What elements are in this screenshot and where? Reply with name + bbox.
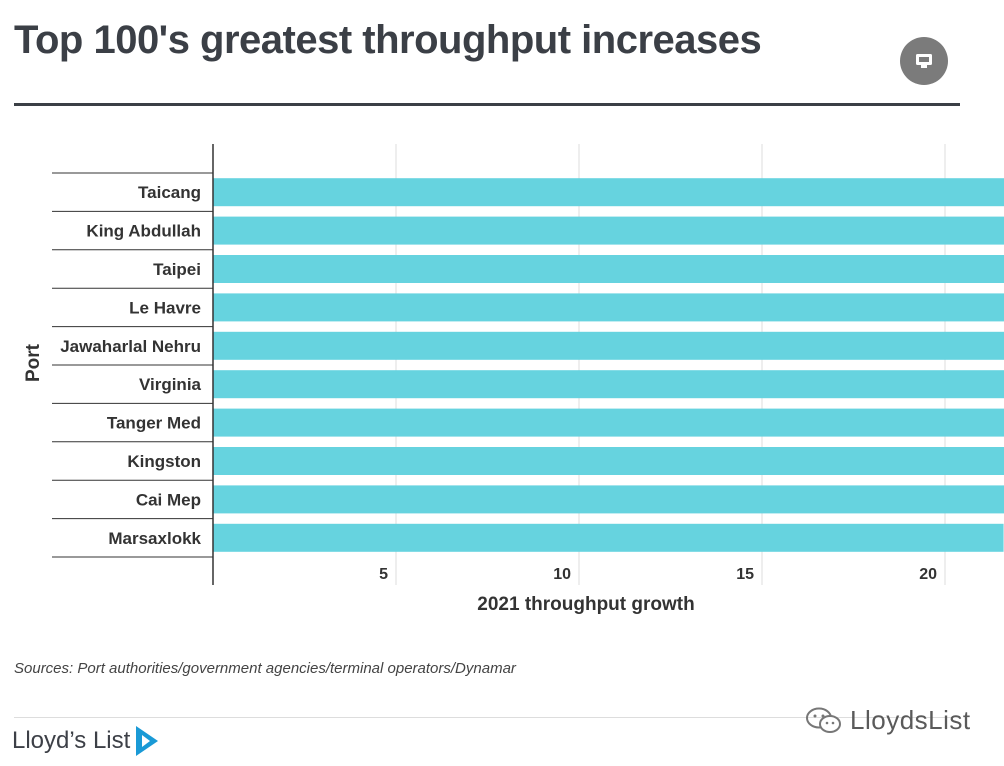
source-note: Sources: Port authorities/government age… xyxy=(14,660,516,677)
x-tick-label: 5 xyxy=(379,566,388,583)
x-axis-title: 2021 throughput growth xyxy=(477,594,694,615)
bar xyxy=(213,370,1004,399)
lloyds-list-logo[interactable]: Lloyd’s List xyxy=(12,724,162,758)
logo-arrow-icon xyxy=(136,726,159,756)
category-label: Kingston xyxy=(127,452,201,471)
bar xyxy=(213,331,1004,360)
x-tick-label: 20 xyxy=(919,566,937,583)
bar xyxy=(213,216,1004,245)
category-label: Taipei xyxy=(153,260,201,279)
wechat-watermark: LloydsList xyxy=(804,705,971,736)
bar-chart: Taicang35.0%King Abdullah30.6%Taipei29.2… xyxy=(23,144,1004,615)
chart-title: Top 100's greatest throughput increases xyxy=(14,18,762,62)
wechat-icon xyxy=(806,707,841,733)
y-axis-title: Port xyxy=(23,343,44,382)
watermark-text: LloydsList xyxy=(850,705,971,735)
comment-icon xyxy=(916,54,932,68)
footer-divider xyxy=(14,717,960,718)
x-tick-label: 10 xyxy=(553,566,571,583)
bar xyxy=(213,485,1004,514)
category-label: Cai Mep xyxy=(136,490,201,509)
category-label: King Abdullah xyxy=(86,222,201,241)
category-label: Virginia xyxy=(139,375,202,394)
bar xyxy=(213,255,1004,283)
category-label: Jawaharlal Nehru xyxy=(60,337,201,356)
x-tick-label: 15 xyxy=(736,566,754,583)
comment-button[interactable] xyxy=(900,37,948,85)
bar xyxy=(213,293,1004,322)
logo-text: Lloyd’s List xyxy=(12,727,131,754)
category-label: Marsaxlokk xyxy=(108,529,201,548)
category-label: Le Havre xyxy=(129,298,201,317)
bar xyxy=(213,178,1004,207)
category-label: Taicang xyxy=(138,183,201,202)
bar xyxy=(213,523,1004,552)
bar xyxy=(213,447,1004,475)
category-label: Tanger Med xyxy=(107,414,201,433)
bar xyxy=(213,408,1004,437)
title-divider xyxy=(14,103,960,106)
